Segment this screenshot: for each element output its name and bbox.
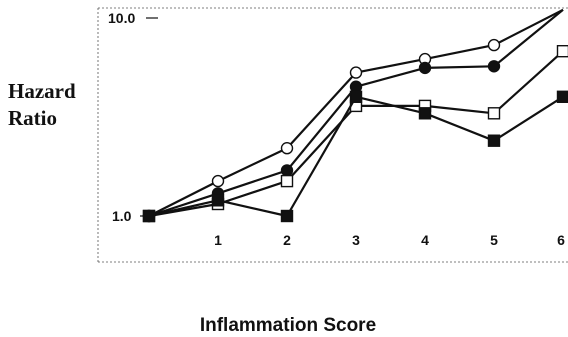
x-tick-label-4: 4 xyxy=(421,232,429,248)
point-square-filled-x6 xyxy=(556,90,568,104)
x-axis-label: Inflammation Score xyxy=(200,315,376,336)
point-square-filled-x4 xyxy=(418,107,432,120)
point-square-open-x6 xyxy=(556,45,568,58)
x-tick-label-3: 3 xyxy=(352,232,360,248)
series-line-circle-open xyxy=(148,8,564,217)
x-tick-label-5: 5 xyxy=(490,232,498,248)
point-circle-open-x1 xyxy=(211,174,225,188)
x-tick-label-6: 6 xyxy=(557,232,565,248)
series-square-filled xyxy=(142,90,568,223)
point-circle-open-x5 xyxy=(487,38,501,52)
point-circle-filled-x5 xyxy=(487,60,501,73)
point-circle-open-x2 xyxy=(280,141,294,155)
y-tick-label-1: 1.0 xyxy=(112,208,132,224)
x-tick-label-2: 2 xyxy=(283,232,291,248)
x-tick-labels: 1 2 3 4 5 6 xyxy=(214,232,565,248)
point-square-open-x5 xyxy=(487,107,501,120)
point-circle-filled-x3 xyxy=(349,80,363,93)
point-circle-filled-x2 xyxy=(280,164,294,177)
point-square-filled-x2 xyxy=(280,209,294,223)
y-axis-label-line-2: Ratio xyxy=(8,106,57,130)
point-square-filled-x1 xyxy=(211,194,225,207)
point-circle-open-x3 xyxy=(349,66,363,79)
y-axis-label-line-1: Hazard xyxy=(8,79,76,103)
point-square-filled-x3 xyxy=(349,90,363,104)
point-square-filled-x0 xyxy=(142,209,156,223)
point-square-open-x2 xyxy=(280,174,294,188)
point-square-filled-x5 xyxy=(487,134,501,147)
y-tick-label-10: 10.0 xyxy=(108,10,135,26)
x-tick-label-1: 1 xyxy=(214,232,222,248)
series-line-square-filled xyxy=(148,95,564,218)
data-series xyxy=(142,8,568,223)
point-circle-filled-x4 xyxy=(418,61,432,75)
